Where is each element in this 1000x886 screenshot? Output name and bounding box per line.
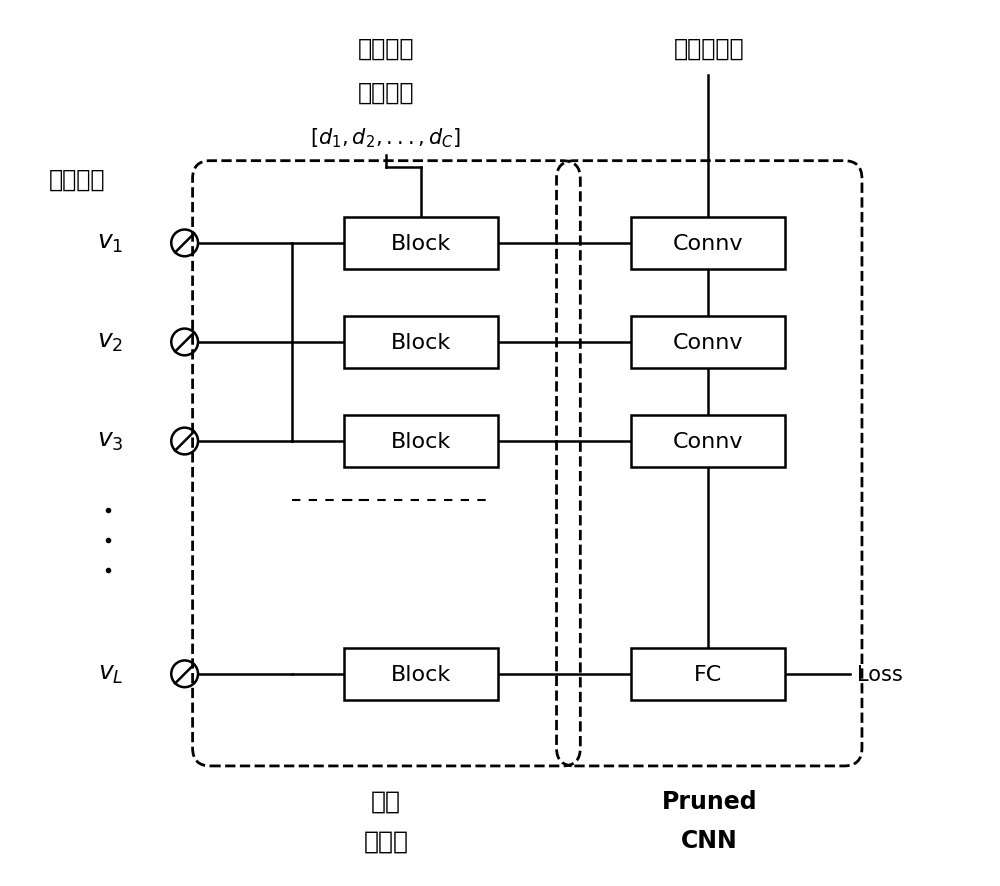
Text: Pruned: Pruned <box>661 789 757 812</box>
Text: 批图像数据: 批图像数据 <box>674 36 745 60</box>
Text: FC: FC <box>694 664 722 684</box>
Text: $v_L$: $v_L$ <box>98 663 123 685</box>
FancyBboxPatch shape <box>631 317 785 369</box>
Text: $v_3$: $v_3$ <box>97 431 123 453</box>
Text: 通道尺度: 通道尺度 <box>49 167 105 191</box>
FancyBboxPatch shape <box>344 218 498 269</box>
Text: Block: Block <box>391 332 451 353</box>
Text: Loss: Loss <box>857 664 903 684</box>
Text: $v_1$: $v_1$ <box>97 232 123 254</box>
Text: 通道数目: 通道数目 <box>358 81 414 105</box>
Text: Block: Block <box>391 664 451 684</box>
FancyBboxPatch shape <box>631 649 785 700</box>
Text: Block: Block <box>391 234 451 253</box>
Text: 生成器: 生成器 <box>363 828 408 852</box>
FancyBboxPatch shape <box>631 416 785 467</box>
Text: Connv: Connv <box>673 332 744 353</box>
Text: 原始网络: 原始网络 <box>358 36 414 60</box>
Text: Block: Block <box>391 431 451 452</box>
Text: Connv: Connv <box>673 234 744 253</box>
Text: $[d_1,d_2,...,d_C]$: $[d_1,d_2,...,d_C]$ <box>310 126 461 150</box>
Text: Connv: Connv <box>673 431 744 452</box>
FancyBboxPatch shape <box>344 317 498 369</box>
Text: CNN: CNN <box>681 828 738 852</box>
Text: $v_2$: $v_2$ <box>97 331 123 354</box>
Text: 权重: 权重 <box>371 789 401 812</box>
FancyBboxPatch shape <box>631 218 785 269</box>
FancyBboxPatch shape <box>344 649 498 700</box>
FancyBboxPatch shape <box>344 416 498 467</box>
